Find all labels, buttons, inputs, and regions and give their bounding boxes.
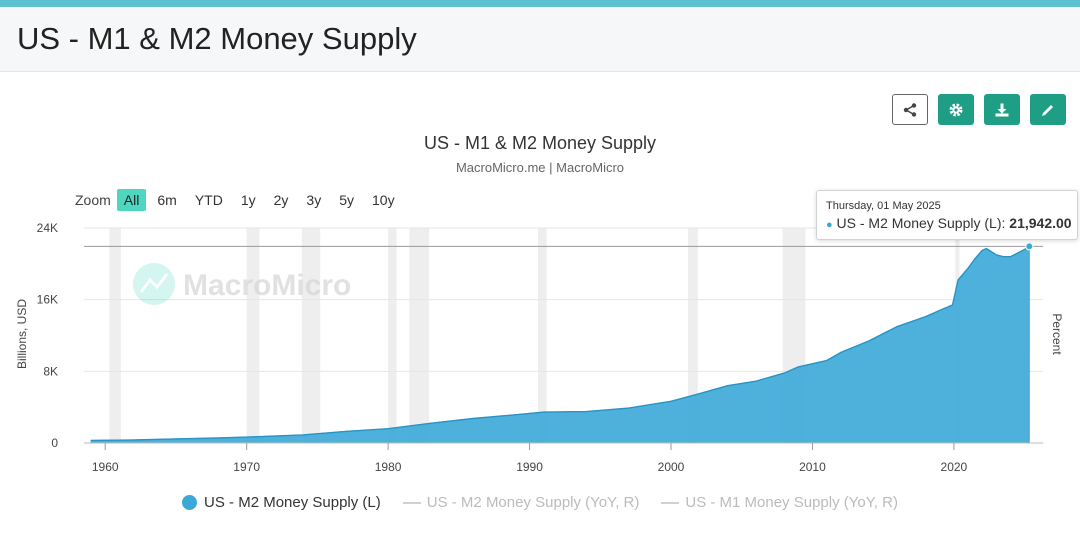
zoom-1y-button[interactable]: 1y — [240, 192, 256, 208]
recession-band — [301, 228, 321, 443]
legend-item-m2-yoy[interactable]: US - M2 Money Supply (YoY, R) — [402, 494, 640, 511]
page-title: US - M1 & M2 Money Supply — [17, 21, 417, 56]
pencil-icon — [1042, 104, 1053, 116]
zoom-3y-button[interactable]: 3y — [306, 192, 322, 208]
zoom-label: Zoom — [75, 192, 111, 208]
edit-button[interactable] — [1030, 94, 1066, 125]
y-axis-label: Billions, USD — [15, 299, 29, 369]
recession-band — [538, 228, 547, 443]
chart-toolbar — [892, 94, 1066, 125]
x-tick-label: 2000 — [658, 460, 685, 474]
settings-button[interactable] — [938, 94, 974, 125]
recession-band — [109, 228, 121, 443]
download-button[interactable] — [984, 94, 1020, 125]
hover-point[interactable] — [1025, 242, 1034, 251]
zoom-5y-button[interactable]: 5y — [339, 192, 354, 208]
tooltip-value: 21,942.00 — [1009, 215, 1072, 231]
y-tick-label: 16K — [37, 293, 58, 307]
x-tick-label: 1970 — [233, 460, 260, 474]
legend-line-icon — [661, 501, 680, 504]
tooltip-date: Thursday, 01 May 2025 — [826, 200, 941, 212]
zoom-ytd-button[interactable]: YTD — [194, 192, 223, 208]
legend-line-icon — [402, 501, 421, 504]
recession-band — [388, 228, 397, 443]
share-icon — [903, 102, 917, 117]
tooltip-row: ● US - M2 Money Supply (L): 21,942.00 — [826, 215, 1072, 231]
x-tick-label: 1960 — [92, 460, 119, 474]
recession-band — [246, 228, 260, 443]
chart-legend: US - M2 Money Supply (L) US - M2 Money S… — [0, 494, 1080, 511]
watermark-text: MacroMicro — [183, 269, 351, 302]
x-tick-label: 1980 — [375, 460, 402, 474]
series-line-m2 — [91, 245, 1030, 442]
x-tick-label: 2020 — [941, 460, 968, 474]
gear-icon — [949, 103, 963, 116]
recession-band — [687, 228, 698, 443]
legend-dot-icon — [182, 495, 198, 510]
legend-label-m2: US - M2 Money Supply (L) — [204, 494, 381, 511]
y-tick-label: 24K — [37, 221, 58, 235]
zoom-6m-button[interactable]: 6m — [157, 192, 177, 208]
top-accent-bar — [0, 0, 1080, 7]
chart-title: US - M1 & M2 Money Supply — [423, 133, 657, 153]
chart-subtitle: MacroMicro.me | MacroMicro — [455, 160, 625, 175]
zoom-2y-button[interactable]: 2y — [273, 192, 289, 208]
chart-tooltip: Thursday, 01 May 2025 ● US - M2 Money Su… — [816, 190, 1078, 240]
share-button[interactable] — [892, 94, 928, 125]
x-tick-label: 1990 — [516, 460, 543, 474]
zoom-bar: Zoom All 6m YTD 1y 2y 3y 5y 10y — [75, 189, 406, 211]
legend-label-m1-yoy: US - M1 Money Supply (YoY, R) — [685, 494, 898, 511]
y2-axis-label: Percent — [1050, 313, 1064, 355]
tooltip-series-dot-icon: ● — [826, 219, 833, 231]
zoom-all-button[interactable]: All — [116, 189, 147, 211]
recession-band — [409, 228, 430, 443]
y-tick-label: 0 — [51, 436, 58, 450]
zoom-10y-button[interactable]: 10y — [372, 192, 395, 208]
y-tick-label: 8K — [43, 364, 58, 378]
tooltip-series-name: US - M2 Money Supply (L): — [836, 215, 1006, 231]
legend-item-m1-yoy[interactable]: US - M1 Money Supply (YoY, R) — [661, 494, 898, 511]
x-tick-label: 2010 — [799, 460, 826, 474]
watermark: MacroMicro — [133, 263, 351, 305]
page-header: US - M1 & M2 Money Supply — [0, 7, 1080, 72]
download-icon — [995, 103, 1009, 116]
legend-label-m2-yoy: US - M2 Money Supply (YoY, R) — [426, 494, 640, 511]
legend-item-m2[interactable]: US - M2 Money Supply (L) — [182, 494, 381, 511]
